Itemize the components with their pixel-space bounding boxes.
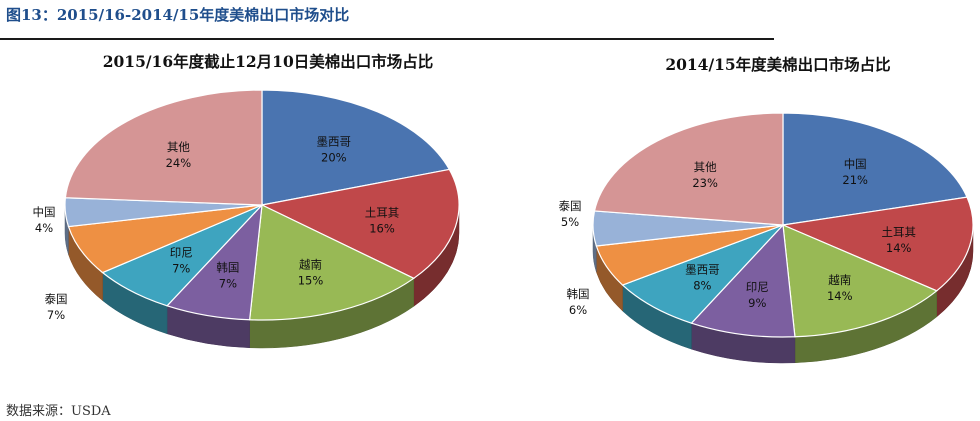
- pie-slice-slice-1: [780, 196, 974, 292]
- slice-name-label: 墨西哥: [685, 263, 720, 277]
- slice-percent-label: 14%: [827, 289, 853, 303]
- slice-name-label: 印尼: [170, 245, 193, 259]
- slice-percent-label: 9%: [748, 296, 766, 310]
- pie-slice-slice-7: [593, 112, 784, 226]
- pie-top: [64, 89, 460, 321]
- pie-top: [592, 112, 974, 338]
- slice-name-label: 中国: [844, 157, 867, 171]
- pie-labels: 中国 21% 土耳其 14% 越南 14% 印尼 9% 墨西哥 8% 韩国 6% 泰国 5% 其他 23%: [559, 157, 916, 317]
- pie-slice-slice-7: [64, 89, 263, 206]
- slice-percent-label: 5%: [561, 215, 579, 229]
- slice-name-label: 越南: [299, 257, 322, 271]
- slice-percent-label: 20%: [321, 150, 347, 164]
- pie-labels: 墨西哥 20% 土耳其 16% 越南 15% 韩国 7% 印尼 7% 泰国 7% 中国 4% 其他 24%: [33, 134, 400, 322]
- data-source: 数据来源：USDA: [6, 404, 111, 419]
- slice-percent-label: 15%: [298, 273, 324, 287]
- slice-name-label: 土耳其: [365, 205, 400, 219]
- slice-percent-label: 23%: [692, 176, 718, 190]
- slice-name-label: 墨西哥: [317, 134, 352, 148]
- chart-title: 2015/16年度截止12月10日美棉出口市场占比: [103, 52, 434, 71]
- slice-name-label: 韩国: [216, 260, 239, 274]
- slice-name-label: 土耳其: [881, 225, 916, 239]
- slice-percent-label: 4%: [35, 221, 53, 235]
- slice-name-label: 印尼: [746, 280, 769, 294]
- pie-slice-slice-3: [690, 223, 796, 338]
- slice-name-label: 其他: [167, 140, 190, 154]
- pie-slice-slice-0: [782, 112, 968, 226]
- slice-name-label: 泰国: [45, 292, 68, 306]
- slice-name-label: 越南: [828, 273, 851, 287]
- slice-percent-label: 24%: [166, 156, 192, 170]
- pie-side-walls: [592, 224, 974, 364]
- pie-slice-slice-0: [261, 89, 451, 206]
- pie-slice-slice-1: [260, 168, 460, 279]
- pie-slice-slice-4: [621, 224, 784, 324]
- slice-percent-label: 7%: [172, 261, 190, 275]
- slice-name-label: 其他: [694, 160, 717, 174]
- slice-percent-label: 7%: [219, 276, 237, 290]
- figure-title: 图13：2015/16-2014/15年度美棉出口市场对比: [6, 6, 350, 24]
- pie-slice-slice-2: [782, 224, 938, 338]
- slice-percent-label: 14%: [886, 241, 912, 255]
- slice-percent-label: 8%: [693, 279, 711, 293]
- slice-percent-label: 16%: [369, 221, 395, 235]
- slice-percent-label: 7%: [47, 308, 65, 322]
- slice-name-label: 韩国: [567, 287, 590, 301]
- pie-slice-slice-2: [248, 204, 415, 321]
- chart-title: 2014/15年度美棉出口市场占比: [665, 55, 890, 74]
- slice-percent-label: 6%: [569, 303, 587, 317]
- slice-name-label: 泰国: [559, 199, 582, 213]
- slice-name-label: 中国: [33, 205, 56, 219]
- slice-percent-label: 21%: [842, 173, 868, 187]
- title-divider: [0, 38, 774, 40]
